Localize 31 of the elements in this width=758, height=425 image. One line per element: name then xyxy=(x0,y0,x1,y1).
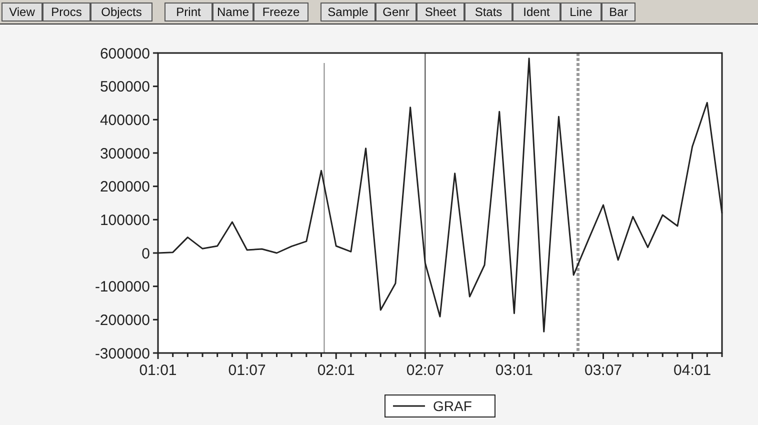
x-tick-label: 02:01 xyxy=(317,362,355,379)
x-tick-label: 04:01 xyxy=(674,362,712,379)
y-tick-label: 200000 xyxy=(100,178,150,196)
toolbar-button: Genr xyxy=(376,2,416,22)
y-tick-label: -100000 xyxy=(94,278,150,296)
y-tick-label: 100000 xyxy=(100,212,150,229)
x-tick-label: 01:01 xyxy=(139,362,177,379)
y-tick-label: -300000 xyxy=(94,345,150,362)
toolbar-button: View xyxy=(2,2,42,22)
x-tick-label: 03:01 xyxy=(495,362,533,379)
toolbar-button: Stats xyxy=(464,2,512,22)
y-tick-label: 300000 xyxy=(100,145,150,162)
x-tick-label: 02:07 xyxy=(406,362,444,379)
y-tick-label: 500000 xyxy=(100,78,150,96)
toolbar-button: Sample xyxy=(320,2,376,22)
toolbar-button: Bar xyxy=(602,2,636,22)
toolbar-button: Freeze xyxy=(254,2,308,22)
toolbar-button: Sheet xyxy=(416,2,464,22)
x-tick-label: 03:07 xyxy=(584,362,622,379)
x-tick-label: 01:07 xyxy=(228,362,266,379)
toolbar-button: Print xyxy=(164,2,212,22)
y-tick-label: 400000 xyxy=(100,112,150,129)
toolbar-button: Ident xyxy=(512,2,560,22)
toolbar-button: Line xyxy=(560,2,602,22)
legend-label: GRAF xyxy=(433,398,472,414)
y-tick-label: 0 xyxy=(142,245,150,262)
toolbar-button: Name xyxy=(212,2,254,22)
y-tick-label: 600000 xyxy=(100,45,150,62)
y-tick-label: -200000 xyxy=(94,312,150,329)
toolbar-button: Objects xyxy=(90,2,152,22)
toolbar-button: Procs xyxy=(42,2,90,22)
